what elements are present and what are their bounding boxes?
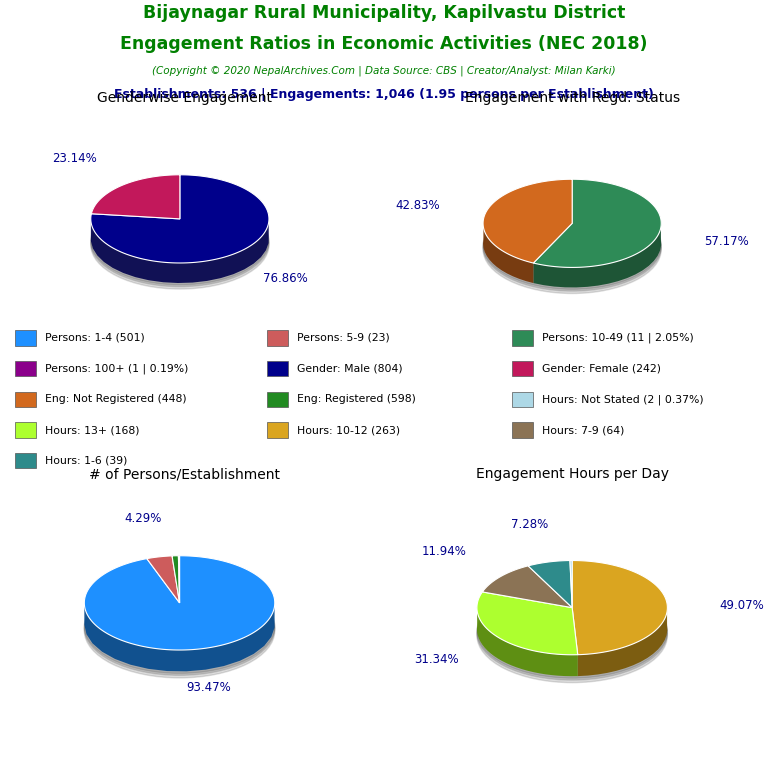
Polygon shape (91, 175, 269, 263)
Polygon shape (477, 604, 578, 676)
Ellipse shape (84, 579, 275, 674)
Ellipse shape (477, 588, 667, 683)
FancyBboxPatch shape (512, 392, 533, 407)
FancyBboxPatch shape (15, 453, 36, 468)
Ellipse shape (84, 581, 275, 675)
Polygon shape (570, 561, 572, 607)
Text: 31.34%: 31.34% (415, 653, 459, 666)
Polygon shape (91, 175, 180, 219)
Ellipse shape (483, 201, 661, 290)
Ellipse shape (91, 198, 269, 286)
Title: # of Persons/Establishment: # of Persons/Establishment (89, 467, 280, 482)
Text: Hours: 1-6 (39): Hours: 1-6 (39) (45, 455, 127, 466)
FancyBboxPatch shape (15, 422, 36, 438)
Ellipse shape (477, 586, 667, 680)
Text: Persons: 100+ (1 | 0.19%): Persons: 100+ (1 | 0.19%) (45, 363, 189, 374)
Text: Eng: Not Registered (448): Eng: Not Registered (448) (45, 394, 187, 405)
Polygon shape (172, 556, 180, 603)
FancyBboxPatch shape (267, 330, 289, 346)
Ellipse shape (84, 584, 275, 678)
Title: Engagement Hours per Day: Engagement Hours per Day (475, 467, 669, 482)
Polygon shape (147, 556, 180, 603)
Polygon shape (84, 556, 275, 650)
Polygon shape (528, 561, 572, 607)
FancyBboxPatch shape (267, 422, 289, 438)
Text: Hours: Not Stated (2 | 0.37%): Hours: Not Stated (2 | 0.37%) (542, 394, 703, 405)
Text: Hours: 10-12 (263): Hours: 10-12 (263) (297, 425, 401, 435)
Polygon shape (483, 220, 533, 283)
FancyBboxPatch shape (15, 392, 36, 407)
Text: 42.83%: 42.83% (396, 199, 440, 212)
Text: (Copyright © 2020 NepalArchives.Com | Data Source: CBS | Creator/Analyst: Milan : (Copyright © 2020 NepalArchives.Com | Da… (152, 65, 616, 76)
FancyBboxPatch shape (267, 361, 289, 376)
Text: Hours: 13+ (168): Hours: 13+ (168) (45, 425, 140, 435)
Polygon shape (84, 603, 275, 671)
Text: 11.94%: 11.94% (422, 545, 467, 558)
Text: Gender: Male (804): Gender: Male (804) (297, 363, 403, 374)
Text: Persons: 5-9 (23): Persons: 5-9 (23) (297, 333, 390, 343)
Text: 49.07%: 49.07% (719, 598, 764, 611)
Polygon shape (91, 216, 269, 283)
Polygon shape (178, 556, 180, 603)
Text: Establishments: 536 | Engagements: 1,046 (1.95 persons per Establishment): Establishments: 536 | Engagements: 1,046… (114, 88, 654, 101)
Text: Bijaynagar Rural Municipality, Kapilvastu District: Bijaynagar Rural Municipality, Kapilvast… (143, 4, 625, 22)
Title: Genderwise Engagement: Genderwise Engagement (97, 91, 272, 105)
Polygon shape (533, 220, 661, 287)
Text: Eng: Registered (598): Eng: Registered (598) (297, 394, 416, 405)
Text: Persons: 10-49 (11 | 2.05%): Persons: 10-49 (11 | 2.05%) (542, 333, 694, 343)
Polygon shape (483, 179, 572, 263)
FancyBboxPatch shape (512, 361, 533, 376)
Ellipse shape (483, 205, 661, 293)
Text: 76.86%: 76.86% (263, 273, 307, 286)
FancyBboxPatch shape (15, 330, 36, 346)
FancyBboxPatch shape (267, 392, 289, 407)
Text: Engagement Ratios in Economic Activities (NEC 2018): Engagement Ratios in Economic Activities… (121, 35, 647, 52)
Text: 93.47%: 93.47% (187, 681, 231, 694)
FancyBboxPatch shape (512, 422, 533, 438)
Text: Persons: 1-4 (501): Persons: 1-4 (501) (45, 333, 145, 343)
Polygon shape (482, 566, 572, 607)
Text: 23.14%: 23.14% (52, 152, 97, 165)
Text: 57.17%: 57.17% (704, 235, 749, 248)
Ellipse shape (91, 201, 269, 289)
Polygon shape (578, 604, 667, 676)
Text: 7.28%: 7.28% (511, 518, 548, 531)
FancyBboxPatch shape (512, 330, 533, 346)
Polygon shape (533, 179, 661, 267)
FancyBboxPatch shape (15, 361, 36, 376)
Polygon shape (572, 561, 667, 654)
Title: Engagement with Regd. Status: Engagement with Regd. Status (465, 91, 680, 105)
Text: Hours: 7-9 (64): Hours: 7-9 (64) (542, 425, 624, 435)
Ellipse shape (483, 203, 661, 291)
Text: Gender: Female (242): Gender: Female (242) (542, 363, 661, 374)
Ellipse shape (477, 584, 667, 678)
Polygon shape (477, 592, 578, 655)
Text: 4.29%: 4.29% (124, 512, 162, 525)
Ellipse shape (91, 197, 269, 285)
